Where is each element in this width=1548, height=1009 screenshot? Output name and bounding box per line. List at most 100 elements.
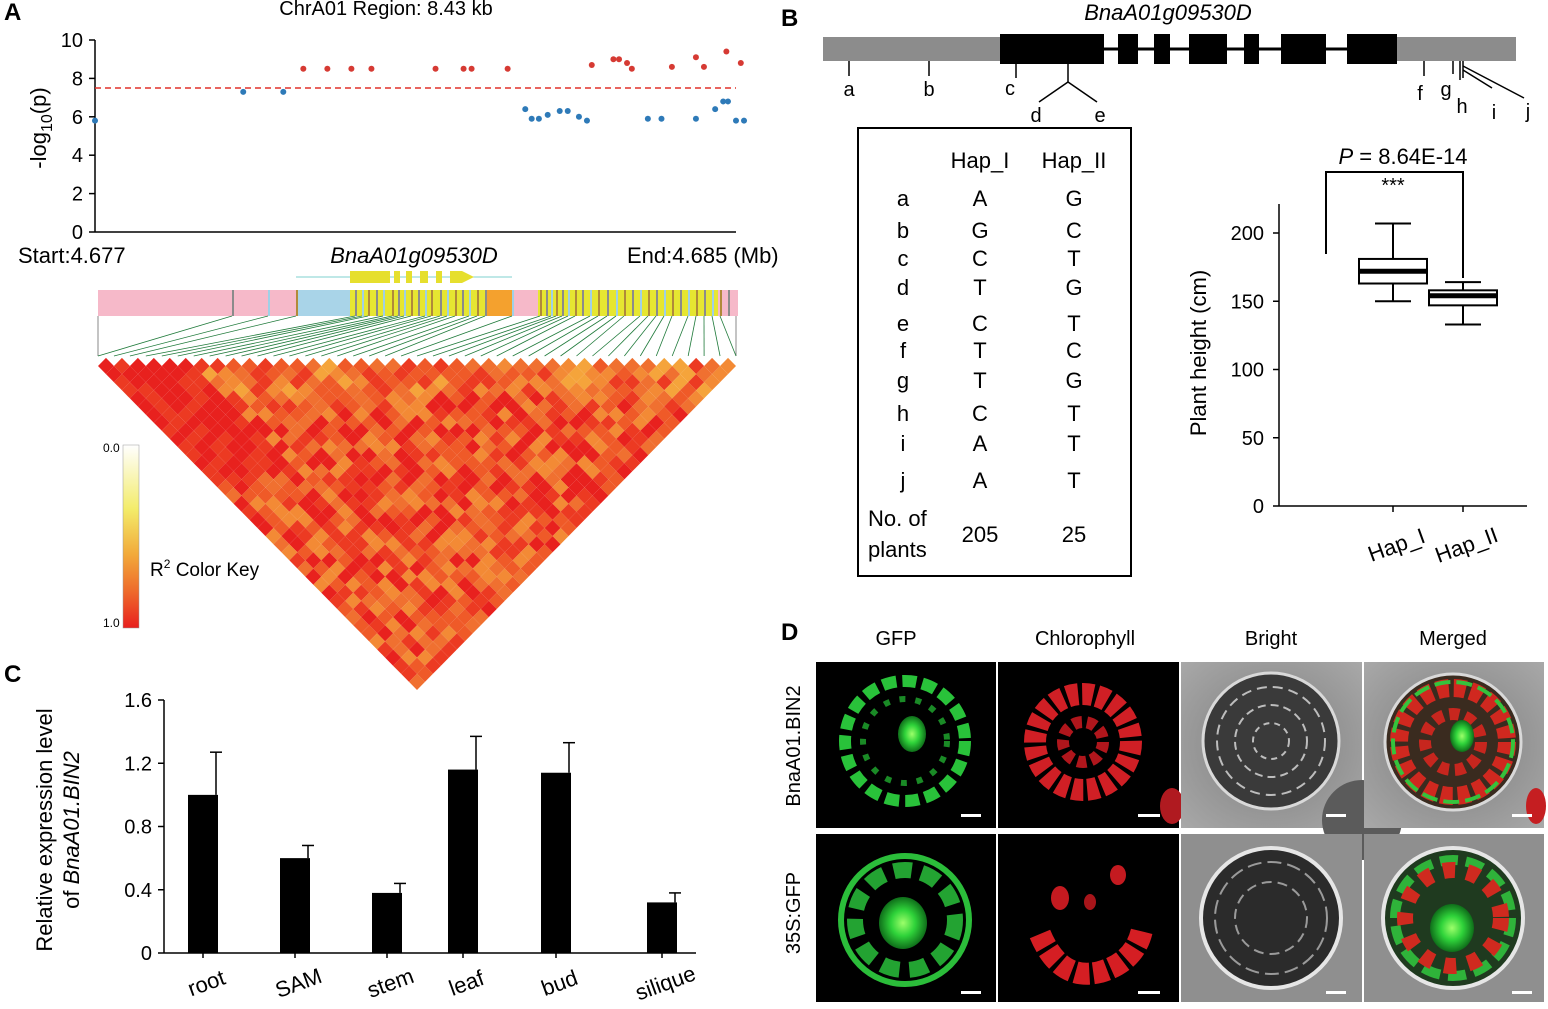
variant-letter: h [1456, 96, 1467, 118]
variant-letter: b [923, 79, 934, 101]
manhattan-point [280, 88, 287, 95]
manhattan-point [628, 65, 635, 72]
hap-site: g [897, 368, 909, 393]
bar-bud [541, 772, 571, 953]
bar-stem [372, 892, 402, 953]
boxplot-boxes: Hap_I Hap_II [1358, 222, 1501, 568]
box-y-tick-label: 50 [1242, 428, 1264, 450]
col-header-chlorophyll: Chlorophyll [1035, 628, 1135, 650]
bar-category-label: bud [538, 965, 581, 1001]
bar-y-tick-label: 0.8 [124, 817, 152, 839]
manhattan-point [700, 63, 707, 70]
bar-category-label: silique [632, 961, 699, 1006]
manhattan-point [737, 60, 744, 67]
micrograph-bin2-chlorophyll [998, 662, 1184, 828]
manhattan-point [468, 65, 475, 72]
manhattan-point [616, 56, 623, 63]
hap2-allele: C [1066, 338, 1082, 363]
gene-model-a [296, 271, 512, 283]
hap-site: e [897, 311, 909, 336]
hap2-allele: T [1067, 401, 1080, 426]
hap-site: f [900, 338, 907, 363]
manhattan-point [644, 115, 651, 122]
bar-leaf [448, 769, 478, 953]
bar-silique [647, 902, 677, 953]
gene-structure-b [823, 34, 1525, 103]
haplotype-table: Hap_I Hap_IIa A Gb G Cc C Td T Ge C Tf T Cg T Gh C Ti A Tj A… [868, 148, 1106, 562]
variant-letter: g [1440, 79, 1451, 101]
manhattan-point [588, 61, 595, 68]
hap2-count: 25 [1062, 522, 1086, 547]
hap-site: i [901, 431, 906, 456]
hap-header-2: Hap_II [1042, 148, 1107, 173]
hap-site: j [900, 468, 906, 493]
hap-site: b [897, 218, 909, 243]
micrograph-35s-chlorophyll [998, 834, 1179, 1002]
color-key-min: 0.0 [103, 441, 120, 455]
color-key-max: 1.0 [103, 616, 120, 630]
variant-letter: e [1094, 105, 1105, 127]
ld-connector-lines [97, 315, 737, 357]
manhattan-point [575, 113, 582, 120]
bar-chart-expression: 0 0.4 0.8 1.2 1.6 root SAM stem leaf bud silique [124, 690, 699, 1005]
manhattan-point [348, 65, 355, 72]
manhattan-point [723, 48, 730, 55]
hap1-count: 205 [962, 522, 999, 547]
manhattan-y-tick-label: 10 [61, 30, 83, 52]
hap1-allele: A [973, 431, 988, 456]
box-category-label: Hap_I [1365, 523, 1429, 567]
box-y-tick-label: 200 [1231, 223, 1264, 245]
bar-y-label-line2: of BnaA01.BIN2 [59, 751, 84, 909]
manhattan-point [368, 65, 375, 72]
gene-name-a: BnaA01g09530D [330, 243, 498, 268]
micrograph-35s-bright [1181, 834, 1362, 1002]
manhattan-point [240, 88, 247, 95]
micrograph-bin2-bright [1181, 662, 1402, 860]
manhattan-y-label: -log10(p) [26, 87, 56, 168]
bar-y-tick-label: 0 [141, 943, 152, 965]
hap2-allele: C [1066, 218, 1082, 243]
col-header-gfp: GFP [875, 628, 916, 650]
panel-letter-d: D [781, 619, 798, 646]
manhattan-point [564, 108, 571, 115]
hap-site: c [898, 246, 909, 271]
manhattan-point [544, 111, 551, 118]
plants-count-label-1: No. of [868, 506, 928, 531]
variant-letter: i [1492, 102, 1496, 124]
manhattan-point [712, 106, 719, 113]
hap2-allele: T [1067, 311, 1080, 336]
ld-heatmap [98, 357, 736, 690]
bar-category-label: leaf [445, 965, 488, 1001]
gene-name-b: BnaA01g09530D [1084, 0, 1252, 25]
bar-root [188, 794, 218, 953]
manhattan-point [460, 65, 467, 72]
row-label-bin2: BnaA01.BIN2 [783, 685, 805, 806]
boxplot-y-ticks: 0 50 100 150 200 [1231, 223, 1279, 518]
hap-site: h [897, 401, 909, 426]
manhattan-title: ChrA01 Region: 8.43 kb [279, 0, 492, 20]
manhattan-point [624, 60, 631, 67]
manhattan-y-tick-label: 6 [72, 107, 83, 129]
manhattan-point [535, 115, 542, 122]
hap1-allele: T [973, 338, 986, 363]
micrograph-bin2-gfp [816, 662, 996, 828]
manhattan-point [432, 65, 439, 72]
hap-site: a [897, 186, 910, 211]
bar-y-label-line1: Relative expression level [32, 708, 57, 951]
manhattan-point [504, 65, 511, 72]
variant-letter: c [1005, 78, 1015, 100]
hap2-allele: G [1065, 275, 1082, 300]
manhattan-point [668, 63, 675, 70]
hap1-allele: C [972, 246, 988, 271]
panel-letter-a: A [4, 0, 21, 26]
manhattan-point [556, 108, 563, 115]
hap2-allele: G [1065, 186, 1082, 211]
manhattan-y-tick-label: 0 [72, 222, 83, 244]
hap2-allele: T [1067, 246, 1080, 271]
panel-letter-c: C [4, 661, 21, 688]
hap2-allele: G [1065, 368, 1082, 393]
manhattan-y-ticks: 0 2 4 6 8 10 [61, 30, 95, 244]
row-label-35sgfp: 35S:GFP [783, 872, 805, 954]
color-key-label: R2 Color Key [150, 557, 260, 581]
haplotype-table-frame [857, 127, 1132, 577]
